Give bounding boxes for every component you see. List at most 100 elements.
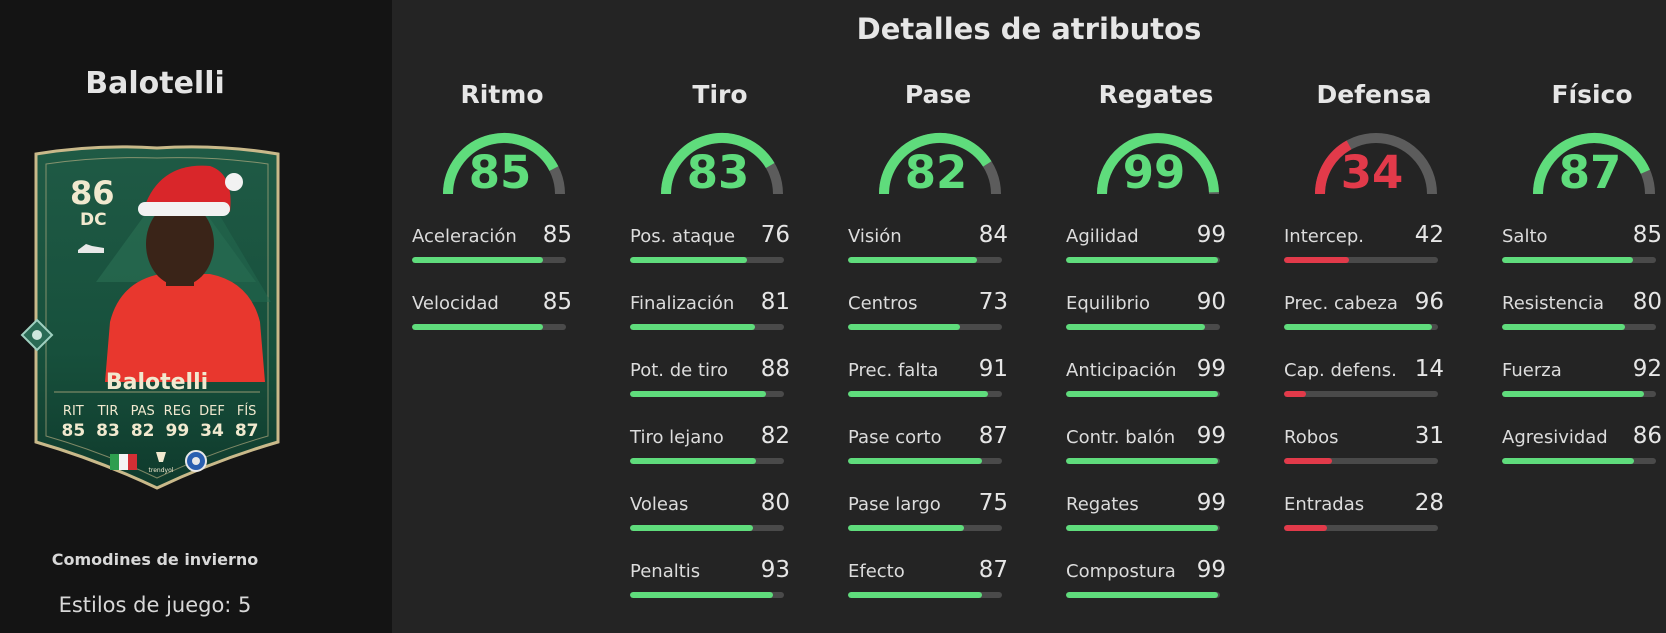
attribute-value: 99 [1196,356,1226,382]
attribute-value: 14 [1414,356,1444,382]
attribute-value: 99 [1196,423,1226,449]
attribute-row[interactable]: Tiro lejano 82 [630,423,790,467]
attribute-label: Velocidad [412,293,499,314]
attribute-bar [848,458,1002,464]
attribute-label: Cap. defens. [1284,360,1397,381]
attribute-label: Intercep. [1284,226,1364,247]
attribute-bar [848,525,1002,531]
attribute-value: 87 [978,423,1008,449]
attribute-bar [1502,324,1656,330]
attribute-value: 80 [1632,289,1662,315]
attribute-row[interactable]: Regates 99 [1066,490,1226,534]
attribute-bar [1066,525,1220,531]
club-crest-icon [20,318,54,352]
attribute-row[interactable]: Compostura 99 [1066,557,1226,601]
attribute-row[interactable]: Velocidad 85 [412,289,572,333]
attribute-label: Tiro lejano [630,427,724,448]
attribute-row[interactable]: Intercep. 42 [1284,222,1444,266]
attribute-bar-fill [1284,391,1306,397]
attribute-row[interactable]: Pot. de tiro 88 [630,356,790,400]
attribute-row[interactable]: Entradas 28 [1284,490,1444,534]
gauge-fill [1533,133,1650,195]
club-badge-icon [185,450,207,472]
boot-icon [78,244,104,253]
promo-name: Comodines de invierno [51,550,259,569]
attribute-bar [1066,324,1220,330]
attribute-bar-fill [1502,458,1635,464]
player-portrait [105,165,265,382]
attribute-row[interactable]: Salto 85 [1502,222,1662,266]
attribute-row[interactable]: Penaltis 93 [630,557,790,601]
playstyles-count[interactable]: Estilos de juego: 5 [58,593,252,617]
attribute-row[interactable]: Prec. cabeza 96 [1284,289,1444,333]
attribute-bar-fill [1066,324,1205,330]
attribute-label: Pot. de tiro [630,360,729,381]
attribute-row[interactable]: Equilibrio 90 [1066,289,1226,333]
category-title: Regates [1098,80,1214,109]
category-gauge [443,133,565,195]
attribute-bar [412,324,566,330]
attribute-label: Prec. cabeza [1284,293,1398,314]
attribute-label: Contr. balón [1066,427,1176,448]
attribute-bar [1502,391,1656,397]
attribute-label: Equilibrio [1066,293,1151,314]
attribute-row[interactable]: Pase largo 75 [848,490,1008,534]
attribute-bar [1284,391,1438,397]
attribute-bar-fill [412,324,543,330]
attribute-bar [848,324,1002,330]
attribute-row[interactable]: Agilidad 99 [1066,222,1226,266]
attribute-label: Agilidad [1066,226,1139,247]
attribute-value: 85 [542,289,572,315]
attribute-row[interactable]: Pase corto 87 [848,423,1008,467]
attribute-bar-fill [848,458,982,464]
attribute-row[interactable]: Robos 31 [1284,423,1444,467]
attribute-row[interactable]: Prec. falta 91 [848,356,1008,400]
attribute-row[interactable]: Aceleración 85 [412,222,572,266]
category-gauge [1097,133,1219,195]
attribute-bar [848,391,1002,397]
attribute-row[interactable]: Voleas 80 [630,490,790,534]
attribute-row[interactable]: Centros 73 [848,289,1008,333]
attribute-value: 80 [760,490,790,516]
attribute-row[interactable]: Efecto 87 [848,557,1008,601]
attribute-label: Robos [1284,427,1339,448]
attribute-bar-fill [1284,525,1328,531]
category-title: Físico [1551,80,1633,109]
player-panel: Balotelli 86 DC [0,0,392,633]
attribute-bar-fill [1502,324,1626,330]
attribute-row[interactable]: Visión 84 [848,222,1008,266]
attribute-bar [412,257,566,263]
attribute-bar-fill [1066,257,1219,263]
attribute-bar [630,257,784,263]
attribute-row[interactable]: Agresividad 86 [1502,423,1662,467]
attribute-row[interactable]: Pos. ataque 76 [630,222,790,266]
attribute-row[interactable]: Fuerza 92 [1502,356,1662,400]
attribute-bar-fill [630,592,774,598]
category-value: 83 [686,146,750,199]
attribute-bar-fill [1066,391,1219,397]
attribute-bar-fill [848,391,989,397]
attribute-row[interactable]: Finalización 81 [630,289,790,333]
attribute-bar-fill [848,525,964,531]
attribute-label: Aceleración [412,226,517,247]
attribute-bar [630,391,784,397]
category-gauge [1315,133,1437,195]
gauge-fill [1097,133,1219,195]
attribute-row[interactable]: Anticipación 99 [1066,356,1226,400]
attribute-row[interactable]: Resistencia 80 [1502,289,1662,333]
attribute-value: 84 [978,222,1008,248]
card-rating: 86 [70,174,115,212]
category-title: Tiro [692,80,748,109]
attribute-bar [1066,391,1220,397]
attribute-row[interactable]: Contr. balón 99 [1066,423,1226,467]
attribute-label: Prec. falta [848,360,939,381]
attribute-label: Anticipación [1066,360,1177,381]
attribute-label: Efecto [848,561,905,582]
attribute-value: 82 [760,423,790,449]
player-card[interactable]: 86 DC Balotelli RIT 85 TIR 83 PAS 82 REG 99 … [20,142,288,490]
attribute-bar-fill [848,592,982,598]
attribute-bar-fill [848,257,978,263]
card-stat: TIR 83 [96,404,120,441]
attribute-bar [1066,592,1220,598]
attribute-row[interactable]: Cap. defens. 14 [1284,356,1444,400]
